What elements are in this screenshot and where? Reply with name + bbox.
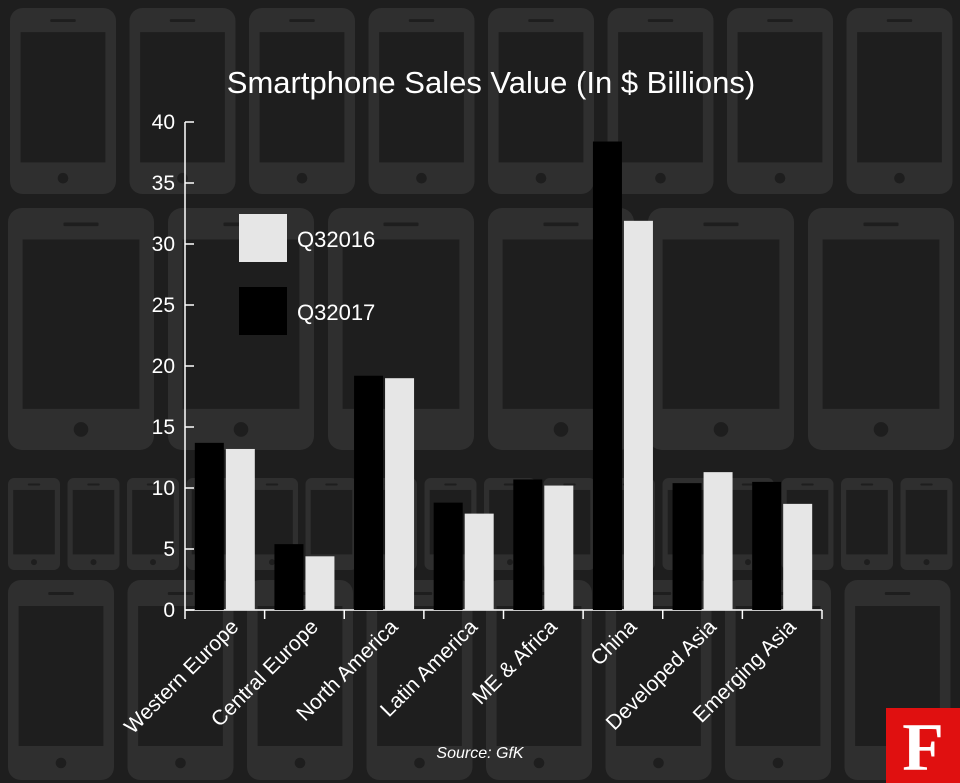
phone-silhouette: [846, 8, 953, 194]
y-tick-label: 0: [163, 599, 175, 622]
legend-swatch-q32017: [239, 287, 287, 335]
y-tick-label: 15: [152, 416, 175, 439]
bar-q32017-emerging-asia: [752, 481, 782, 610]
bar-q32017-china: [592, 141, 622, 610]
bar-q32016-me-africa: [544, 485, 574, 610]
phone-silhouette: [366, 580, 473, 780]
phone-silhouette: [249, 8, 355, 194]
bar-q32016-china: [623, 220, 653, 610]
bar-q32017-developed-asia: [672, 483, 702, 610]
bar-q32016-developed-asia: [703, 472, 733, 610]
y-tick-label: 25: [152, 294, 175, 317]
phone-silhouette: [127, 580, 234, 780]
y-tick-label: 10: [152, 477, 175, 500]
phone-silhouette: [8, 208, 154, 450]
y-tick-label: 5: [163, 538, 175, 561]
phone-silhouette: [67, 478, 120, 570]
phone-silhouette: [129, 8, 236, 194]
bar-q32017-western-europe: [194, 442, 224, 610]
phone-silhouette: [488, 8, 594, 194]
phone-silhouette: [486, 580, 592, 780]
bars: [194, 141, 813, 610]
phone-silhouette: [247, 580, 353, 780]
legend-label-q32017: Q32017: [297, 300, 375, 325]
bar-q32017-me-africa: [513, 479, 543, 610]
y-tick-label: 30: [152, 233, 175, 256]
y-tick-label: 35: [152, 172, 175, 195]
phone-silhouette: [727, 8, 833, 194]
legend-label-q32016: Q32016: [297, 227, 375, 252]
bar-q32017-north-america: [354, 375, 384, 610]
y-axis: 0 5 10 15 20 25 30 35 40: [152, 111, 194, 622]
phone-silhouette: [305, 478, 358, 570]
y-tick-label: 40: [152, 111, 175, 134]
legend-swatch-q32016: [239, 214, 287, 262]
phone-silhouette: [8, 478, 60, 570]
legend: Q32016 Q32017: [239, 214, 375, 335]
phone-silhouette: [127, 478, 179, 570]
bar-q32017-central-europe: [274, 544, 304, 610]
bar-q32016-central-europe: [305, 556, 335, 610]
phone-silhouette: [808, 208, 954, 450]
phone-silhouette: [900, 478, 953, 570]
phone-silhouette: [8, 580, 114, 780]
logo-letter: F: [902, 709, 944, 783]
phone-silhouette: [841, 478, 893, 570]
forbes-f-logo: F: [886, 708, 960, 783]
bar-q32016-emerging-asia: [783, 503, 813, 610]
bar-q32016-latin-america: [464, 513, 494, 610]
phone-background-pattern: [8, 8, 954, 780]
chart-title: Smartphone Sales Value (In $ Billions): [227, 65, 755, 100]
phone-silhouette: [607, 8, 714, 194]
source-note: Source: GfK: [436, 745, 524, 762]
logo-background: [886, 708, 960, 783]
bar-q32016-western-europe: [225, 448, 255, 610]
bar-q32017-latin-america: [433, 502, 463, 610]
phone-silhouette: [368, 8, 475, 194]
phone-silhouette: [648, 208, 794, 450]
phone-silhouette: [725, 580, 831, 780]
bar-q32016-north-america: [385, 378, 415, 610]
phone-silhouette: [605, 580, 712, 780]
y-tick-label: 20: [152, 355, 175, 378]
phone-silhouette: [10, 8, 116, 194]
